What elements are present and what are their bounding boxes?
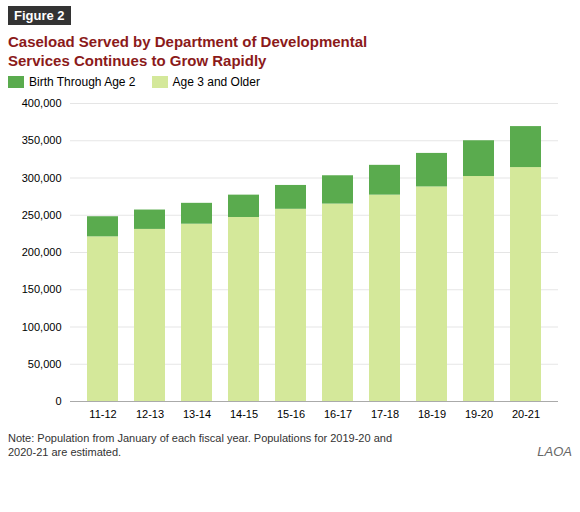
svg-text:16-17: 16-17	[324, 408, 352, 420]
svg-text:0: 0	[55, 395, 61, 407]
svg-text:19-20: 19-20	[465, 408, 493, 420]
svg-text:300,000: 300,000	[22, 171, 62, 183]
html-text:2020-21 are estimated.: 2020-21 are estimated.	[8, 445, 122, 458]
svg-text:150,000: 150,000	[22, 283, 62, 295]
html-text:Birth Through Age 2: Birth Through Age 2	[29, 74, 136, 89]
svg-text:17-18: 17-18	[371, 408, 399, 420]
svg-text:11-12: 11-12	[89, 408, 116, 420]
svg-text:20-21: 20-21	[512, 408, 540, 420]
svg-text:50,000: 50,000	[28, 357, 62, 369]
html-text:Figure 2: Figure 2	[14, 8, 65, 23]
svg-text:200,000: 200,000	[22, 246, 62, 258]
html-text:LAOA: LAOA	[537, 444, 572, 460]
svg-text:250,000: 250,000	[22, 208, 62, 220]
svg-text:400,000: 400,000	[22, 97, 62, 109]
svg-text:350,000: 350,000	[22, 134, 62, 146]
svg-text:13-14: 13-14	[183, 408, 211, 420]
svg-text:18-19: 18-19	[418, 408, 446, 420]
html-text:Caseload Served by Department: Caseload Served by Department of Develop…	[8, 33, 368, 50]
html-text:Note: Population from January: Note: Population from January of each fi…	[8, 431, 392, 444]
svg-text:14-15: 14-15	[230, 408, 258, 420]
html-text:Age 3 and Older: Age 3 and Older	[172, 74, 260, 89]
html-text:Services Continues to Grow Rap: Services Continues to Grow Rapidly	[8, 51, 267, 69]
svg-text:15-16: 15-16	[277, 408, 305, 420]
svg-text:12-13: 12-13	[136, 408, 164, 420]
svg-text:100,000: 100,000	[22, 320, 62, 332]
